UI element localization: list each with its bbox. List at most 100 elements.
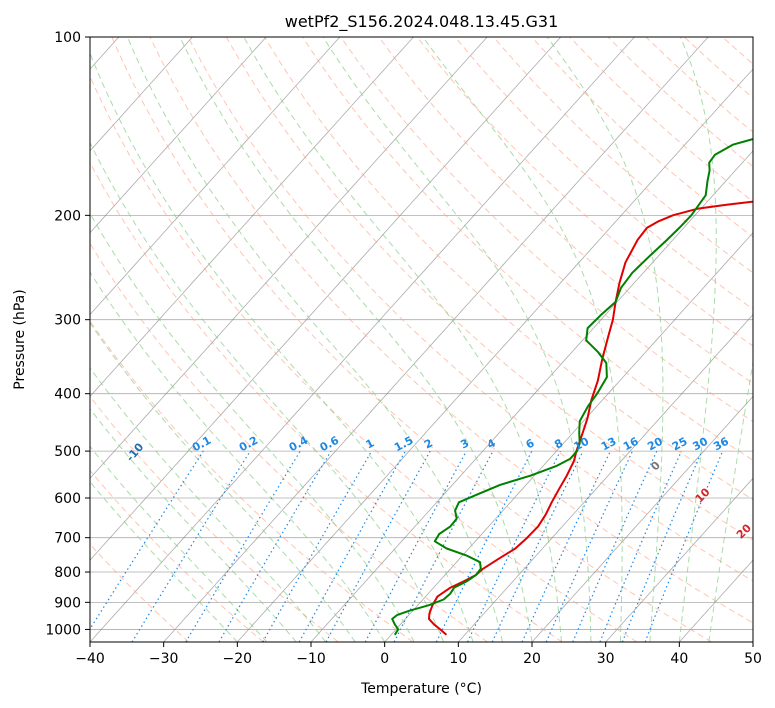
dry-adiabat (645, 37, 753, 133)
mixing-ratio-label: 1 (364, 436, 377, 451)
y-tick-label: 200 (54, 208, 81, 224)
mixing-ratio-line (621, 450, 703, 642)
x-axis-label: Temperature (°C) (360, 681, 482, 697)
moist-adiabat (90, 51, 474, 642)
moist-adiabat (708, 359, 753, 642)
isotherm-line (531, 395, 753, 642)
mixing-ratio-line (572, 450, 658, 642)
moist-adiabat (90, 141, 445, 642)
dry-adiabat-label: -10 (124, 440, 147, 464)
x-tick-label: 40 (670, 651, 688, 667)
x-tick-label: 30 (597, 651, 615, 667)
x-tick-label: −40 (75, 651, 105, 667)
moist-adiabat (90, 481, 238, 642)
dry-adiabat (378, 37, 753, 385)
y-tick-label: 700 (54, 531, 81, 547)
chart-title: wetPf2_S156.2024.048.13.45.G31 (285, 12, 559, 32)
series-layer (391, 138, 753, 636)
dry-adiabat (90, 395, 339, 642)
mixing-ratio-line (545, 450, 634, 642)
dry-adiabat (111, 37, 712, 642)
y-tick-label: 600 (54, 491, 81, 507)
y-tick-label: 800 (54, 565, 81, 581)
mixing-ratio-line (364, 450, 467, 642)
temperature-profile-line (428, 200, 753, 636)
dry-adiabat (607, 37, 753, 168)
isotherm-line (163, 37, 709, 642)
moist-adiabat (179, 37, 533, 642)
moist-adiabat (322, 37, 592, 642)
isotherm-line (90, 37, 341, 316)
background-lines (90, 37, 775, 642)
mixing-ratio-label: 13 (599, 435, 619, 454)
mixing-ratio-line (262, 450, 373, 642)
mixing-ratio-line (90, 450, 204, 631)
x-tick-label: −10 (296, 651, 326, 667)
mixing-ratio-label: 4 (485, 436, 498, 451)
mixing-ratio-line (325, 450, 431, 642)
y-tick-label: 1000 (45, 622, 81, 638)
y-tick-label: 300 (54, 313, 81, 329)
x-tick-label: 0 (380, 651, 389, 667)
x-tick-label: 20 (523, 651, 541, 667)
moist-adiabat (422, 37, 623, 642)
dry-adiabat-label: -20 (32, 400, 55, 424)
mixing-ratio-line (298, 450, 406, 642)
moist-adiabat (90, 407, 297, 642)
moist-adiabat (126, 37, 503, 642)
mixing-ratio-line (466, 450, 561, 642)
x-tick-label: 50 (744, 651, 762, 667)
mixing-ratio-line (185, 450, 301, 642)
axes: −40 −30 −20 −10 0 10 20 30 40 50 1000 900 800 700 600 5… (45, 30, 762, 667)
mixing-ratio-label: 3 (458, 436, 471, 451)
mixing-ratio-label: 36 (711, 435, 731, 454)
dry-adiabat (90, 161, 563, 642)
x-tick-label: −30 (149, 651, 179, 667)
mixing-ratio-line (218, 450, 332, 642)
moist-adiabat (90, 212, 415, 642)
dry-adiabat (761, 37, 775, 642)
mixing-ratio-label: 10 (572, 435, 592, 454)
dry-adiabat (90, 320, 414, 642)
isotherm-line (457, 313, 753, 642)
moist-adiabat-label: 20 (734, 521, 754, 541)
y-tick-label: 100 (54, 30, 81, 46)
mixing-ratio-label: 30 (690, 435, 710, 454)
dry-adiabat (416, 37, 753, 347)
dry-adiabat (149, 37, 753, 624)
mixing-ratio-label: 2 (422, 436, 435, 451)
isotherm-line (90, 37, 562, 561)
isotherm-line (90, 37, 488, 479)
isotherm-line (90, 37, 267, 234)
moist-adiabat (90, 271, 386, 642)
y-tick-label: 500 (54, 444, 81, 460)
mixing-ratio-label: 16 (621, 435, 641, 454)
mixing-ratio-line (131, 450, 251, 642)
isotherm-line (90, 37, 414, 398)
dry-adiabat (225, 37, 753, 541)
dry-adiabat (531, 37, 753, 238)
isotherm-line (384, 232, 753, 642)
y-tick-label: 900 (54, 595, 81, 611)
dry-adiabat (683, 37, 753, 99)
isotherm-line (678, 559, 753, 642)
dry-adiabat (90, 242, 488, 642)
isotherm-line (236, 68, 753, 642)
y-tick-label: 400 (54, 387, 81, 403)
moist-adiabat (90, 367, 327, 642)
y-axis-label: Pressure (hPa) (12, 289, 28, 389)
dry-adiabat (90, 469, 264, 642)
dewpoint-profile-line (391, 138, 753, 636)
mixing-ratio-label: 25 (670, 435, 690, 454)
x-tick-label: 10 (449, 651, 467, 667)
isotherm-line (752, 641, 753, 642)
mixing-ratio-line (521, 450, 611, 642)
mixing-ratio-line (491, 450, 584, 642)
dry-adiabat (264, 37, 753, 501)
dry-adiabat (493, 37, 753, 274)
moist-adiabat (546, 37, 664, 642)
moist-adiabat (90, 445, 268, 642)
plot-frame (89, 36, 754, 643)
